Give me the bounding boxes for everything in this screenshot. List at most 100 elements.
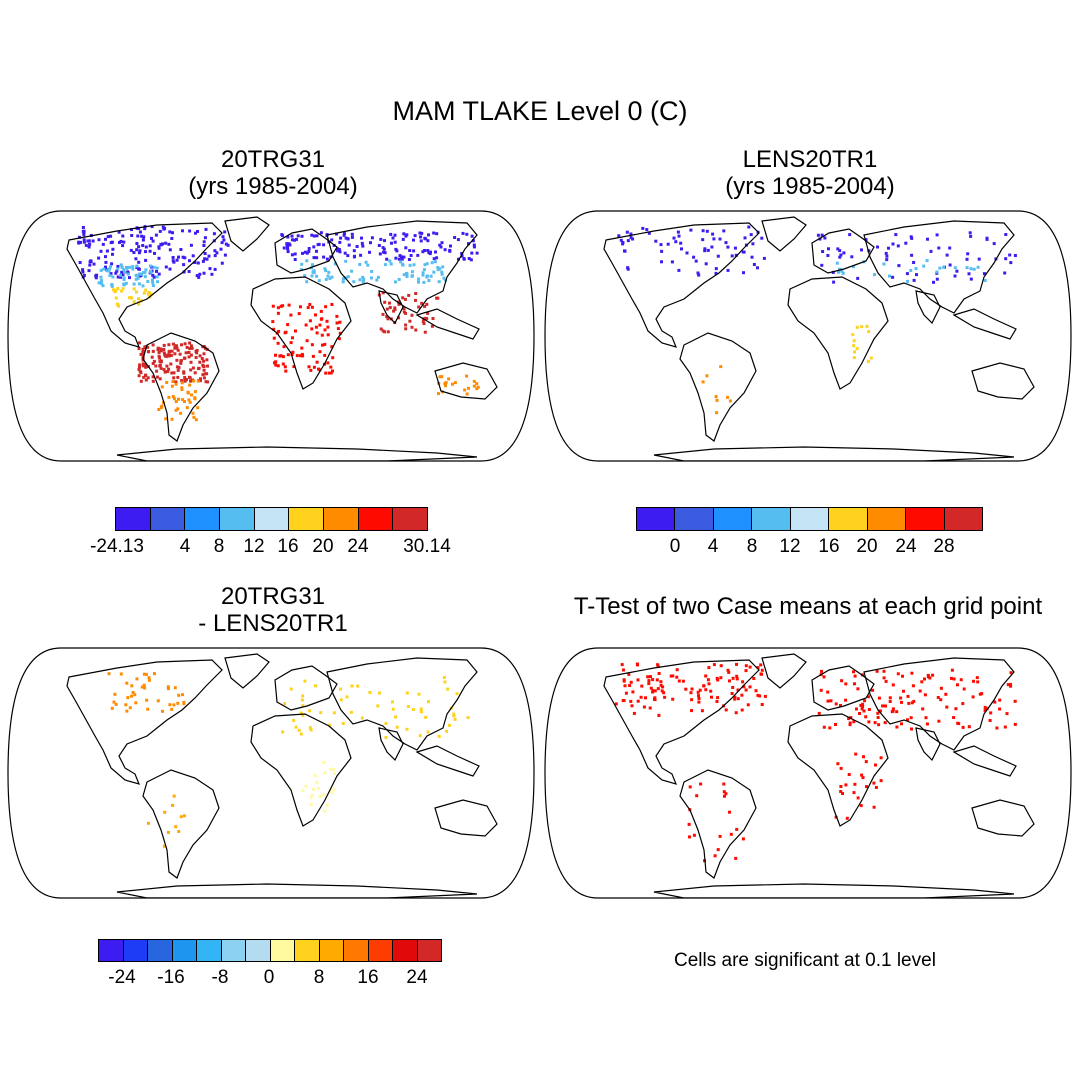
grid-cell [153, 251, 156, 255]
grid-cell [182, 370, 186, 374]
grid-cell [427, 279, 431, 282]
grid-cell [343, 251, 347, 255]
tick-label: 8 [313, 967, 325, 988]
grid-cell [735, 827, 739, 831]
grid-cell [108, 273, 112, 277]
grid-cell [747, 225, 751, 229]
grid-cell [169, 353, 173, 357]
grid-cell [701, 238, 705, 242]
grid-cell [406, 705, 410, 708]
grid-cell [971, 695, 975, 699]
grid-cell [296, 234, 300, 238]
grid-cell [274, 353, 277, 357]
grid-cell [408, 249, 412, 252]
grid-cell [409, 254, 413, 257]
grid-cell [736, 697, 740, 701]
grid-cell [740, 708, 744, 712]
grid-cell [410, 313, 414, 317]
grid-cell [82, 273, 86, 277]
grid-cell [142, 683, 146, 687]
grid-cell [189, 344, 193, 348]
grid-cell [405, 727, 409, 731]
grid-cell [645, 228, 649, 232]
grid-cell [111, 252, 114, 256]
grid-cell [421, 319, 425, 323]
grid-cell [744, 664, 748, 668]
grid-cell [341, 722, 345, 725]
grid-cell [622, 679, 626, 683]
grid-cell [992, 242, 996, 246]
grid-cell [174, 380, 178, 384]
grid-cell [953, 274, 957, 278]
grid-cell [847, 717, 851, 721]
grid-cell [128, 706, 132, 710]
grid-cell [412, 249, 416, 253]
grid-cell [728, 810, 731, 814]
grid-cell [938, 266, 942, 270]
grid-cell [304, 784, 308, 788]
grid-cell [114, 296, 118, 300]
grid-cell [685, 251, 689, 255]
grid-cell [741, 680, 745, 684]
grid-cell [138, 365, 141, 369]
coastline-antarctica [116, 446, 478, 461]
tick-label: 24 [895, 536, 917, 557]
coastline-europe [274, 228, 338, 274]
grid-cell [968, 231, 972, 235]
grid-cell [882, 669, 886, 673]
grid-cell [350, 684, 354, 688]
grid-cell [160, 385, 164, 389]
grid-cell [689, 691, 693, 695]
grid-cell [626, 239, 630, 243]
coastline-india [915, 290, 941, 325]
grid-cell [896, 244, 900, 248]
grid-cell [393, 233, 397, 237]
grid-cell [425, 302, 429, 306]
grid-cell [346, 275, 350, 279]
figure-title: MAM TLAKE Level 0 (C) [392, 96, 688, 126]
grid-cell [756, 693, 760, 697]
grid-cell [180, 388, 184, 391]
colorbar-top-right-ticks: 0 4 8 12 16 20 24 28 [0, 536, 1080, 560]
grid-cell [724, 792, 728, 796]
grid-cell [397, 300, 401, 304]
grid-cell [427, 700, 430, 704]
grid-cell [404, 246, 408, 250]
grid-cell [167, 830, 170, 834]
grid-cell [632, 711, 636, 715]
grid-cell [848, 721, 852, 725]
grid-cell [213, 249, 217, 253]
grid-cell [945, 705, 949, 709]
coastline-africa [250, 276, 352, 390]
grid-cell [379, 327, 383, 331]
grid-cell [888, 274, 891, 278]
grid-cell [1009, 261, 1013, 265]
grid-cell [674, 240, 678, 244]
grid-cell [82, 240, 86, 244]
grid-cell [286, 235, 290, 239]
grid-cell [323, 353, 327, 357]
colorbar-swatch [906, 508, 945, 530]
grid-cell [714, 267, 718, 271]
grid-cell [97, 256, 101, 260]
grid-cell [1005, 712, 1009, 716]
grid-cell [912, 278, 916, 282]
grid-cell [722, 782, 726, 786]
grid-cell [106, 235, 110, 239]
grid-cell [642, 705, 646, 709]
grid-cell [192, 415, 196, 419]
grid-cell [171, 342, 175, 346]
grid-cell [137, 251, 141, 255]
grid-cell [276, 311, 280, 315]
grid-cell [158, 377, 162, 381]
grid-cell [81, 270, 85, 274]
grid-cell [307, 250, 311, 253]
grid-cell [157, 256, 161, 260]
grid-cell [465, 374, 469, 378]
grid-cell [712, 663, 716, 667]
grid-cell [132, 301, 136, 305]
grid-cell [716, 678, 720, 682]
grid-cell [203, 372, 207, 376]
grid-cell [172, 794, 176, 798]
grid-cell [385, 315, 389, 319]
